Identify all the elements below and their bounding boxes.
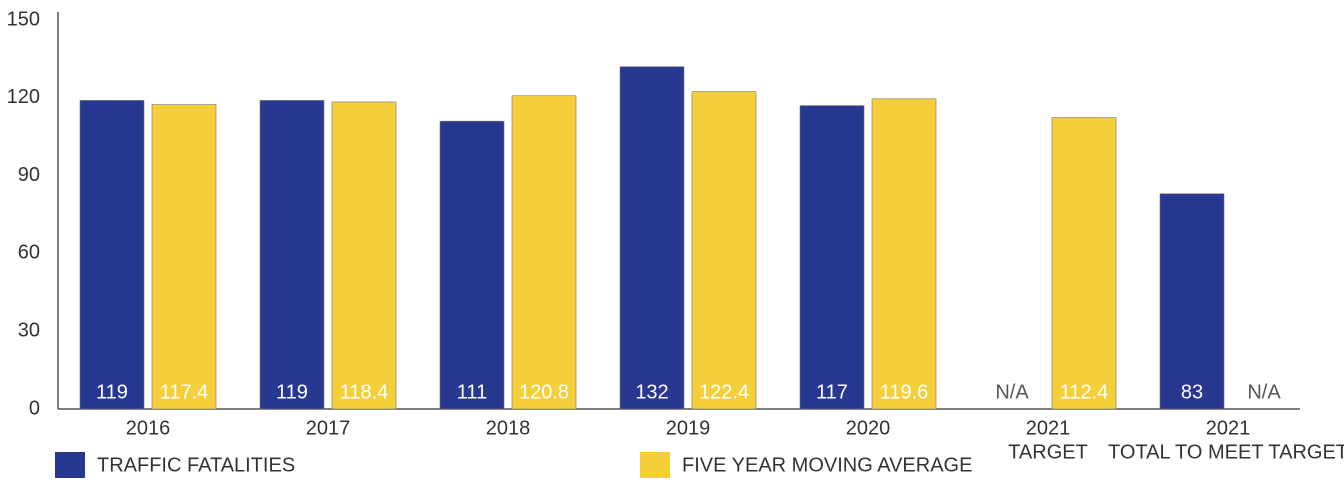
x-tick-label: 2020 <box>846 417 891 439</box>
data-label: 119.6 <box>880 381 929 403</box>
y-tick-label: 120 <box>7 86 40 108</box>
data-label: 119 <box>96 381 128 403</box>
data-label: N/A <box>1247 381 1281 403</box>
data-label: 117 <box>816 381 848 403</box>
data-label: 118.4 <box>340 381 389 403</box>
bar <box>799 105 865 410</box>
bar <box>439 120 505 410</box>
y-tick-label: 90 <box>18 164 40 186</box>
data-label: 83 <box>1181 381 1203 403</box>
x-tick-label: TOTAL TO MEET TARGET <box>1108 441 1344 463</box>
legend-label: TRAFFIC FATALITIES <box>97 454 295 476</box>
bar <box>331 101 397 410</box>
y-tick-label: 60 <box>18 242 40 264</box>
y-tick-label: 30 <box>18 319 40 341</box>
bar <box>79 100 145 410</box>
x-tick-label: 2021 <box>1206 417 1251 439</box>
bar <box>511 95 577 410</box>
bar <box>259 100 325 410</box>
data-label: 112.4 <box>1060 381 1109 403</box>
bar <box>691 91 757 410</box>
x-tick-label: 2019 <box>666 417 711 439</box>
data-label: 117.4 <box>160 381 209 403</box>
y-tick-label: 150 <box>7 8 40 30</box>
data-label: 111 <box>457 381 487 403</box>
legend-label: FIVE YEAR MOVING AVERAGE <box>682 454 972 476</box>
y-tick-label: 0 <box>29 397 40 419</box>
x-tick-label: TARGET <box>1008 441 1088 463</box>
legend-swatch <box>55 452 85 478</box>
data-label: 122.4 <box>699 381 749 403</box>
bar <box>619 66 685 410</box>
data-label: 132 <box>635 381 668 403</box>
legend-swatch <box>640 452 670 478</box>
x-tick-label: 2018 <box>486 417 531 439</box>
x-tick-label: 2016 <box>126 417 171 439</box>
data-label: N/A <box>995 381 1029 403</box>
x-tick-label: 2021 <box>1026 417 1071 439</box>
x-tick-label: 2017 <box>306 417 351 439</box>
data-label: 120.8 <box>519 381 569 403</box>
bar <box>1051 117 1117 410</box>
data-label: 119 <box>276 381 308 403</box>
bar <box>871 98 937 410</box>
bar <box>151 104 217 410</box>
bar <box>1159 193 1225 410</box>
